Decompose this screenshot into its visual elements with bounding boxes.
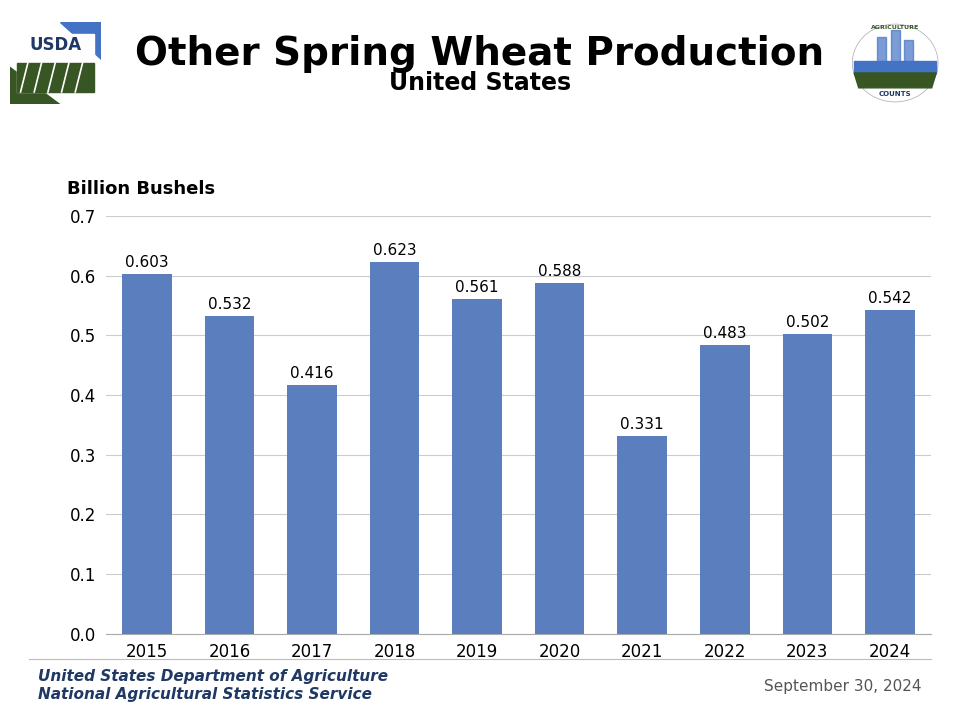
Text: September 30, 2024: September 30, 2024 [764, 679, 922, 693]
Bar [877, 37, 886, 65]
Text: Billion Bushels: Billion Bushels [67, 180, 215, 198]
Text: National Agricultural Statistics Service: National Agricultural Statistics Service [38, 688, 372, 702]
Bar [452, 299, 502, 634]
Text: 0.502: 0.502 [785, 315, 829, 330]
Circle shape [852, 24, 938, 102]
Bar [700, 346, 750, 634]
Bar [617, 436, 667, 634]
Polygon shape [10, 67, 60, 104]
Text: 0.623: 0.623 [372, 243, 417, 258]
Text: 0.416: 0.416 [290, 366, 334, 382]
Bar [904, 40, 913, 65]
Bar [370, 262, 420, 634]
Bar [287, 385, 337, 634]
Bar [891, 30, 900, 65]
Text: USDA: USDA [29, 36, 82, 54]
Polygon shape [60, 22, 101, 59]
Bar [17, 63, 93, 92]
Text: United States: United States [389, 71, 571, 95]
Text: 0.532: 0.532 [207, 297, 252, 312]
Text: 0.483: 0.483 [703, 326, 747, 341]
Text: 0.561: 0.561 [455, 280, 499, 294]
Bar [17, 34, 93, 92]
Text: 0.603: 0.603 [125, 255, 169, 270]
Text: United States Department of Agriculture: United States Department of Agriculture [38, 670, 389, 684]
Bar [204, 316, 254, 634]
Bar [865, 310, 915, 634]
Text: COUNTS: COUNTS [879, 91, 911, 97]
Polygon shape [854, 61, 936, 73]
Bar [122, 274, 172, 634]
Text: Other Spring Wheat Production: Other Spring Wheat Production [135, 35, 825, 73]
Bar [782, 334, 832, 634]
Text: AGRICULTURE: AGRICULTURE [871, 25, 920, 30]
Text: 0.331: 0.331 [620, 417, 664, 432]
Text: 0.542: 0.542 [868, 291, 912, 306]
Polygon shape [854, 73, 936, 88]
Bar [535, 283, 585, 634]
Text: 0.588: 0.588 [538, 264, 582, 279]
